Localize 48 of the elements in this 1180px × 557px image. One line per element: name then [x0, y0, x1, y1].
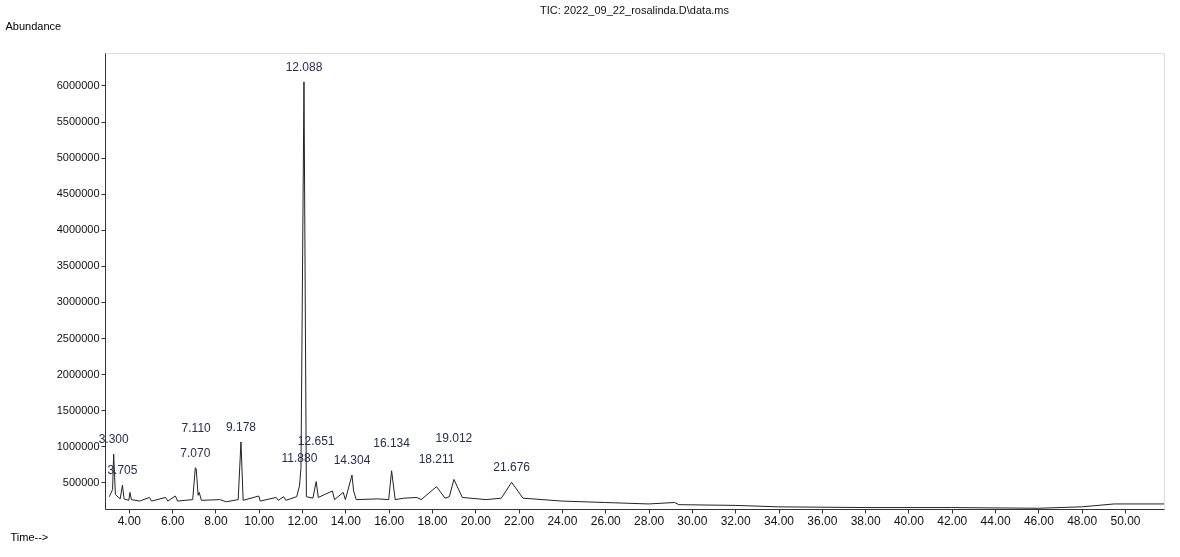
annotation: 7.070 [180, 445, 211, 460]
chart-title: TIC: 2022_09_22_rosalinda.D\data.ms [540, 4, 730, 16]
x-tick-label: 36.00 [807, 513, 838, 528]
x-tick-label: 18.00 [417, 513, 448, 528]
y-tick-label: 3500000 [56, 259, 100, 272]
x-tick-label: 38.00 [850, 513, 881, 528]
y-tick-label: 2000000 [56, 367, 100, 380]
y-tick-label: 4500000 [56, 187, 100, 200]
x-tick-label: 40.00 [893, 513, 925, 528]
x-tick-label: 4.00 [117, 513, 142, 528]
x-tick-label: 6.00 [160, 513, 185, 528]
y-tick-label: 5000000 [56, 151, 100, 164]
y-tick-label: 6000000 [56, 78, 100, 91]
x-tick-label: 22.00 [504, 513, 535, 528]
x-tick-label: 8.00 [204, 513, 228, 528]
x-tick-label: 50.00 [1110, 513, 1141, 528]
y-tick-label: 5500000 [56, 115, 100, 128]
x-tick-label: 42.00 [937, 513, 968, 528]
x-tick-label: 26.00 [590, 513, 622, 528]
x-tick-label: 20.00 [460, 513, 492, 528]
x-tick-label: 16.00 [374, 513, 405, 528]
x-tick-label: 48.00 [1067, 513, 1098, 528]
x-tick-label: 14.00 [330, 513, 362, 528]
annotation: 9.178 [225, 419, 257, 434]
y-tick-label: 4000000 [56, 223, 100, 236]
annotation: 7.110 [181, 420, 212, 435]
annotation: 12.088 [285, 59, 323, 74]
x-axis-title: Time--> [10, 530, 49, 543]
y-tick-label: 1000000 [56, 439, 100, 452]
y-tick-label: 3000000 [56, 295, 100, 308]
annotation: 14.304 [333, 453, 371, 468]
y-axis-title: Abundance [5, 19, 62, 32]
annotation: 21.676 [493, 460, 531, 475]
x-tick-label: 28.00 [634, 513, 665, 528]
x-tick-label: 44.00 [980, 513, 1011, 528]
y-tick-label: 500000 [62, 475, 100, 488]
annotation: 18.211 [418, 451, 455, 466]
annotation: 19.012 [435, 431, 473, 446]
x-tick-label: 46.00 [1023, 513, 1055, 528]
annotation: 16.134 [373, 435, 411, 450]
x-tick-label: 34.00 [764, 513, 795, 528]
x-tick-label: 32.00 [720, 513, 752, 528]
x-tick-label: 10.00 [244, 513, 275, 528]
y-tick-label: 2500000 [56, 331, 100, 344]
y-tick-label: 1500000 [56, 403, 100, 416]
x-tick-label: 12.00 [287, 513, 318, 528]
x-tick-label: 24.00 [547, 513, 578, 528]
x-tick-label: 30.00 [677, 513, 708, 528]
